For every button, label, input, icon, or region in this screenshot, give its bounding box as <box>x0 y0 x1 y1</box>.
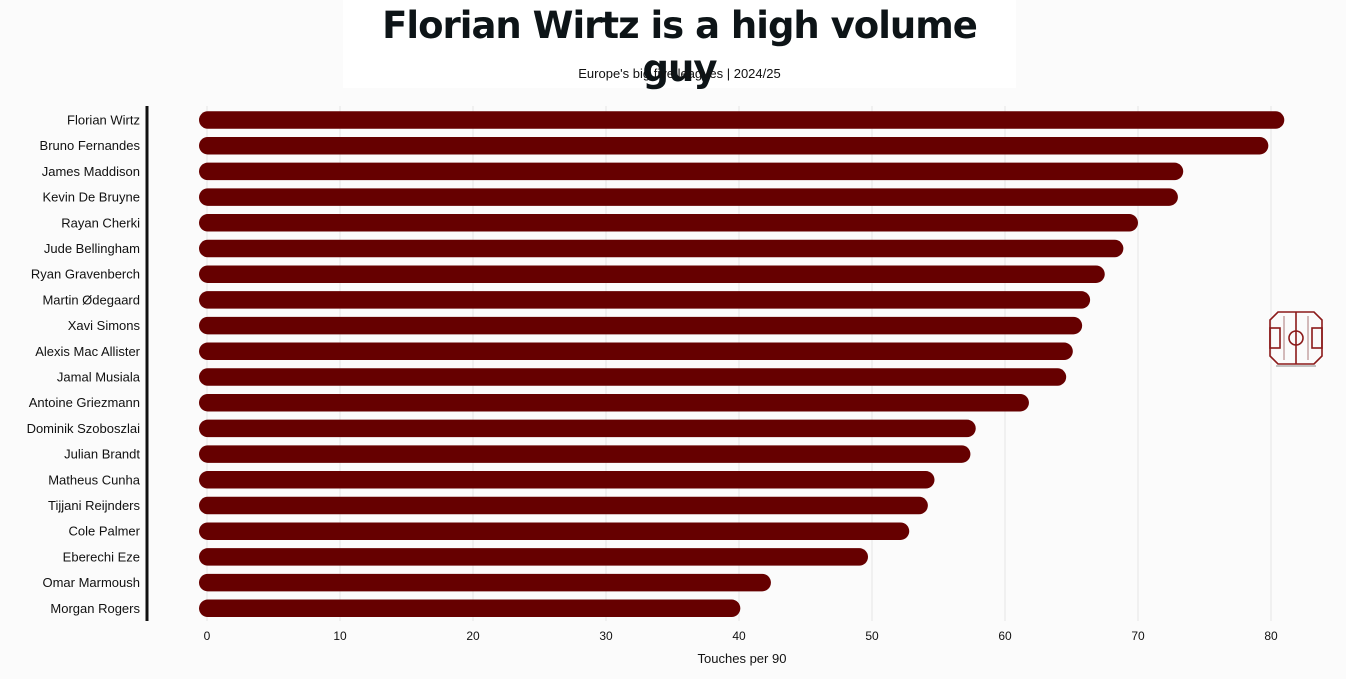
bar <box>199 342 1073 361</box>
y-tick-label: Eberechi Eze <box>63 549 140 564</box>
bar <box>199 316 1083 335</box>
y-tick-label: Tijjani Reijnders <box>48 498 140 513</box>
y-tick-label: James Maddison <box>42 164 140 179</box>
x-tick-label: 0 <box>204 629 211 643</box>
bar <box>199 445 971 463</box>
x-tick-label: 50 <box>865 629 879 643</box>
x-tick-label: 40 <box>732 629 746 643</box>
title-box: Florian Wirtz is a high volume guy Europ… <box>343 0 1016 90</box>
x-tick-label: 20 <box>466 629 480 643</box>
y-tick-label: Julian Brandt <box>64 447 140 462</box>
y-tick-label: Antoine Griezmann <box>29 395 140 410</box>
x-tick-label: 60 <box>998 629 1012 643</box>
y-tick-label: Xavi Simons <box>68 318 141 333</box>
y-tick-label: Jamal Musiala <box>57 370 141 385</box>
football-pitch-icon <box>1269 311 1323 367</box>
y-tick-label: Morgan Rogers <box>50 601 140 616</box>
chart-title: Florian Wirtz is a high volume guy <box>382 4 978 90</box>
y-tick-label: Matheus Cunha <box>48 472 141 487</box>
y-tick-label: Ryan Gravenberch <box>31 267 140 282</box>
bar <box>199 573 771 592</box>
bars <box>199 111 1285 618</box>
x-tick-label: 70 <box>1131 629 1145 643</box>
gridlines <box>206 106 1272 621</box>
x-axis-title: Touches per 90 <box>698 651 787 666</box>
y-tick-label: Rayan Cherki <box>61 215 140 230</box>
y-tick-label: Alexis Mac Allister <box>35 344 140 359</box>
bar <box>199 291 1091 309</box>
y-tick-label: Jude Bellingham <box>44 241 140 256</box>
bar <box>199 471 935 489</box>
x-tick-label: 10 <box>333 629 347 643</box>
bar <box>199 214 1138 232</box>
y-tick-label: Omar Marmoush <box>42 575 140 590</box>
bar <box>199 162 1184 181</box>
bar <box>199 496 928 515</box>
y-tick-label: Bruno Fernandes <box>40 138 141 153</box>
chart-subtitle: Europe's big five leagues | 2024/25 <box>578 66 781 81</box>
bar <box>199 265 1105 283</box>
bar <box>199 419 976 438</box>
bar <box>199 111 1285 129</box>
bar <box>199 136 1269 155</box>
y-tick-label: Florian Wirtz <box>67 113 140 128</box>
bar <box>199 522 910 540</box>
bar <box>199 393 1029 412</box>
y-tick-label: Martin Ødegaard <box>42 292 140 307</box>
y-tick-label: Dominik Szoboszlai <box>27 421 141 436</box>
y-tick-labels: Florian Wirtz Bruno Fernandes James Maddis… <box>27 113 141 616</box>
bar <box>199 599 741 618</box>
bar <box>199 188 1178 206</box>
x-tick-labels: 0 10 20 30 40 50 60 70 80 <box>204 629 1278 643</box>
x-tick-label: 30 <box>599 629 613 643</box>
bar <box>199 368 1067 386</box>
y-tick-label: Cole Palmer <box>68 524 140 539</box>
bar <box>199 548 869 566</box>
y-tick-label: Kevin De Bruyne <box>42 190 140 205</box>
bar <box>199 239 1124 258</box>
x-tick-label: 80 <box>1264 629 1278 643</box>
